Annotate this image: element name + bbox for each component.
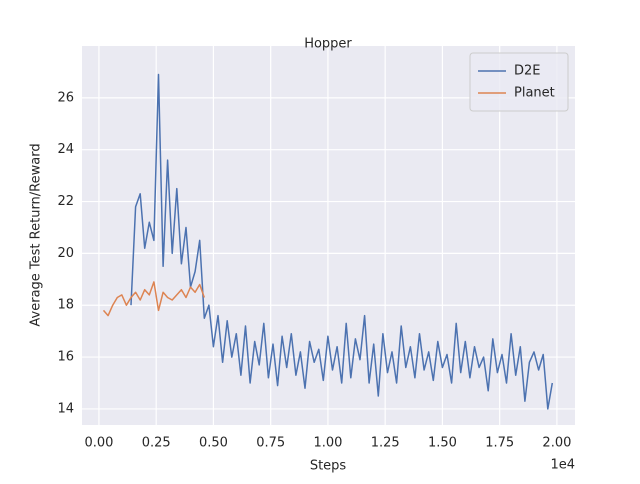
legend-box bbox=[469, 52, 569, 112]
x-tick-label: 2.00 bbox=[542, 436, 571, 451]
y-tick-label: 24 bbox=[57, 142, 74, 157]
x-tick-label: 1.75 bbox=[485, 436, 514, 451]
x-axis-label: Steps bbox=[310, 459, 347, 474]
legend-label: Planet bbox=[514, 86, 555, 101]
line bbox=[130, 73, 554, 410]
chart-title: Hopper bbox=[304, 37, 352, 52]
y-tick-label: 16 bbox=[57, 350, 74, 365]
x-tick-label: 1.25 bbox=[371, 436, 400, 451]
x-tick-label: 0.00 bbox=[84, 436, 113, 451]
line bbox=[102, 281, 206, 317]
x-tick-label: 0.50 bbox=[199, 436, 228, 451]
x-tick-label: 1.00 bbox=[313, 436, 342, 451]
x-tick-label: 0.75 bbox=[256, 436, 285, 451]
x-tick-label: 0.25 bbox=[142, 436, 171, 451]
y-tick-label: 20 bbox=[57, 246, 74, 261]
y-tick-label: 26 bbox=[57, 90, 74, 105]
y-tick-label: 14 bbox=[57, 401, 74, 416]
y-tick-label: 22 bbox=[57, 194, 74, 209]
x-tick-label: 1.50 bbox=[428, 436, 457, 451]
y-axis-label: Average Test Return/Reward bbox=[29, 143, 44, 326]
legend-label: D2E bbox=[514, 64, 541, 79]
y-tick-label: 18 bbox=[57, 298, 74, 313]
x-offset-label: 1e4 bbox=[550, 458, 575, 473]
